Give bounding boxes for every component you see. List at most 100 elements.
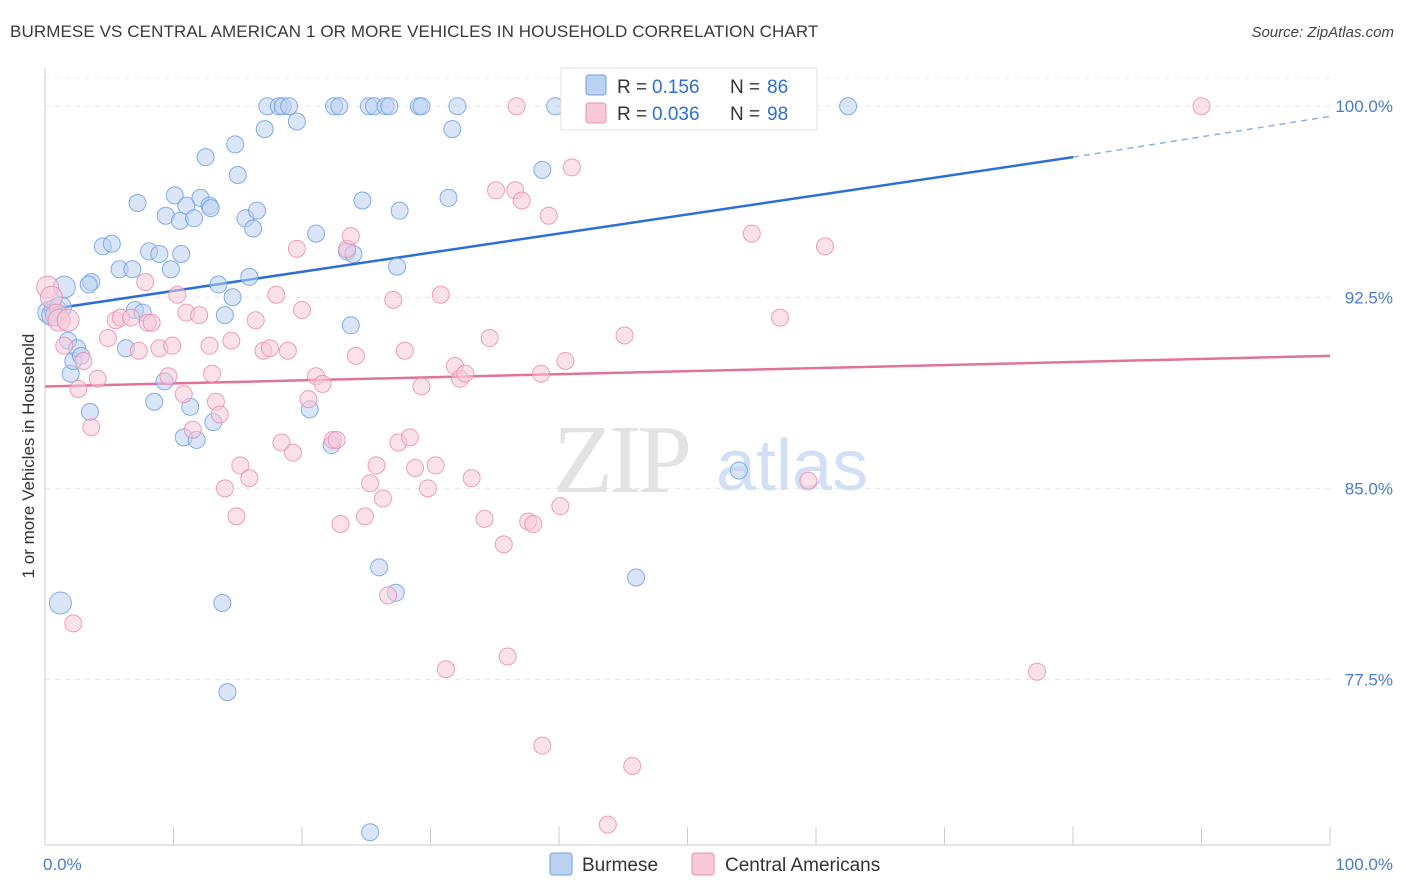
watermark-zip: ZIP — [553, 406, 688, 514]
point-0-33 — [185, 209, 204, 228]
y-tick-label-3: 77.5% — [1345, 670, 1393, 689]
point-1-21 — [163, 336, 182, 355]
point-0-55 — [280, 97, 299, 116]
legend-swatch-central-americans — [585, 102, 607, 124]
point-1-91 — [771, 308, 790, 327]
point-1-7 — [69, 379, 88, 398]
point-0-63 — [341, 316, 360, 335]
point-0-23 — [150, 244, 169, 263]
point-0-43 — [218, 683, 237, 702]
legend-r-label-2: R = — [617, 104, 647, 125]
point-1-28 — [203, 364, 222, 383]
point-0-38 — [201, 199, 220, 218]
legend-top: R = 0.156 N = 86 R = 0.036 N = 98 — [560, 67, 818, 131]
legend-n-value-2: 98 — [767, 104, 788, 125]
legend-r-label-1: R = — [617, 77, 647, 98]
point-1-25 — [183, 420, 202, 439]
point-0-51 — [255, 120, 274, 139]
point-1-26 — [190, 306, 209, 325]
point-1-63 — [406, 458, 425, 477]
point-0-46 — [228, 165, 247, 184]
point-0-26 — [161, 260, 180, 279]
point-1-32 — [222, 331, 241, 350]
point-0-76 — [412, 97, 431, 116]
point-1-76 — [494, 535, 513, 554]
legend-n-value-1: 86 — [767, 77, 788, 98]
point-1-50 — [331, 515, 350, 534]
point-1-59 — [384, 290, 403, 309]
y-tick-label-0: 100.0% — [1335, 97, 1393, 116]
point-1-35 — [240, 469, 259, 488]
point-0-27 — [165, 186, 184, 205]
point-1-67 — [431, 285, 450, 304]
point-0-42 — [215, 306, 234, 325]
point-1-94 — [1028, 662, 1047, 681]
point-1-27 — [200, 336, 219, 355]
point-1-65 — [418, 479, 437, 498]
point-0-40 — [209, 275, 228, 294]
point-1-97 — [623, 757, 642, 776]
point-1-10 — [88, 369, 107, 388]
point-0-14 — [102, 234, 121, 253]
point-1-22 — [168, 285, 187, 304]
point-0-49 — [244, 219, 263, 238]
point-1-36 — [246, 311, 265, 330]
point-0-50 — [248, 201, 267, 220]
point-1-11 — [98, 329, 117, 348]
point-1-62 — [400, 428, 419, 447]
x-tick-label-0: 0.0% — [43, 855, 82, 874]
point-1-95 — [1192, 97, 1211, 116]
legend-bottom-swatch-central-americans — [691, 852, 715, 876]
point-1-16 — [136, 272, 155, 291]
point-0-29 — [172, 244, 191, 263]
point-1-71 — [456, 364, 475, 383]
point-1-18 — [142, 313, 161, 332]
point-1-34 — [231, 456, 250, 475]
point-0-58 — [307, 224, 326, 243]
point-0-71 — [380, 97, 399, 116]
point-1-30 — [210, 405, 229, 424]
point-0-19 — [128, 194, 147, 213]
y-axis-label: 1 or more Vehicles in Household — [19, 334, 38, 579]
legend-bottom-label-central-americans: Central Americans — [725, 855, 880, 876]
point-0-67 — [361, 823, 380, 842]
point-0-85 — [48, 591, 72, 615]
point-1-99 — [507, 97, 526, 116]
point-1-72 — [462, 469, 481, 488]
point-1-87 — [615, 326, 634, 345]
axes — [44, 68, 1331, 846]
point-1-23 — [174, 385, 193, 404]
point-0-82 — [627, 568, 646, 587]
point-1-15 — [129, 341, 148, 360]
point-1-38 — [260, 339, 279, 358]
point-1-4 — [55, 336, 74, 355]
point-1-8 — [74, 351, 93, 370]
legend-n-label-1: N = — [730, 77, 760, 98]
point-1-93 — [815, 237, 834, 256]
trend-line-burmese-extension — [1072, 115, 1331, 158]
y-tick-labels: 100.0% 92.5% 85.0% 77.5% — [1335, 97, 1393, 689]
trend-line-burmese — [44, 155, 1074, 312]
point-0-21 — [145, 392, 164, 411]
point-1-84 — [551, 497, 570, 516]
point-1-73 — [475, 509, 494, 528]
legend-bottom-swatch-burmese — [549, 852, 573, 876]
point-1-57 — [373, 489, 392, 508]
y-tick-label-1: 92.5% — [1345, 288, 1393, 307]
point-0-56 — [287, 112, 306, 131]
point-1-31 — [215, 479, 234, 498]
point-1-77 — [498, 647, 517, 666]
source-label: Source: ZipAtlas.com — [1251, 24, 1394, 41]
point-1-33 — [227, 507, 246, 526]
point-0-84 — [839, 97, 858, 116]
point-0-10 — [80, 402, 99, 421]
point-1-9 — [82, 418, 101, 437]
point-1-66 — [426, 456, 445, 475]
legend-bottom-label-burmese: Burmese — [582, 855, 658, 876]
point-0-79 — [448, 97, 467, 116]
point-0-12 — [79, 275, 98, 294]
data-points — [36, 97, 1211, 842]
point-1-64 — [412, 377, 431, 396]
point-1-83 — [539, 206, 558, 225]
point-1-68 — [436, 660, 455, 679]
